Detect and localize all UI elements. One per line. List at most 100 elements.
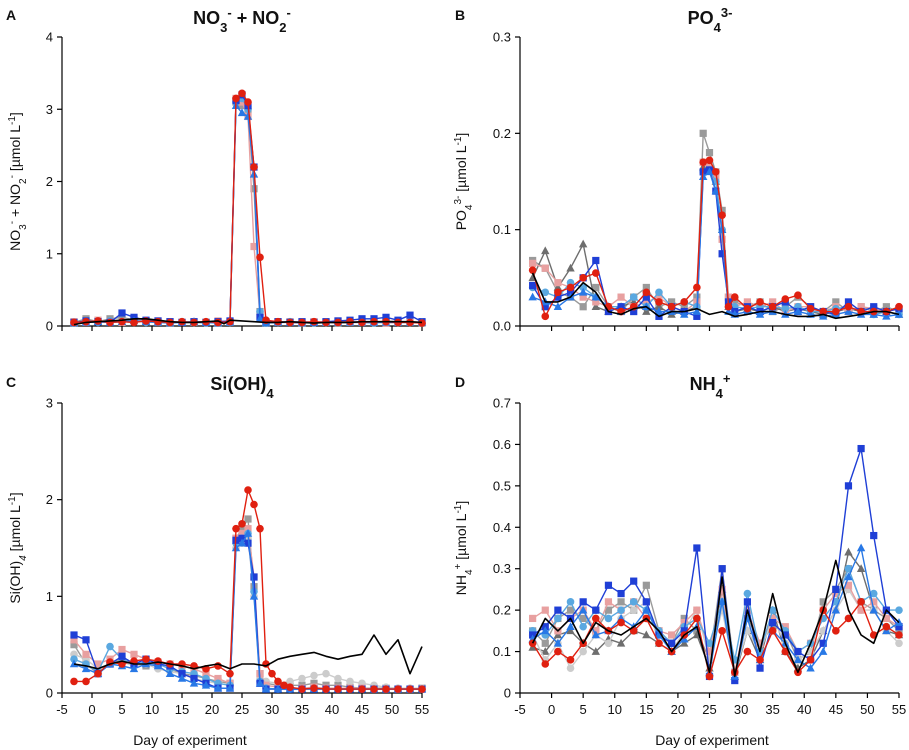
data-point-blue-1 [794, 647, 802, 656]
ylabel-part: -1 [453, 136, 464, 145]
data-point-grey-1 [70, 641, 78, 649]
data-point-red-1 [794, 291, 802, 299]
y-tick-label: 0.2 [493, 603, 511, 618]
data-point-blue-1 [832, 585, 840, 594]
ylabel-part: ] [453, 133, 469, 137]
title-part: 4 [714, 20, 722, 35]
series-line-reference [531, 559, 900, 678]
title-part: PO [688, 8, 714, 28]
data-point-blue-1 [592, 256, 600, 265]
data-point-grey-2 [591, 302, 600, 311]
data-point-blue-1 [870, 531, 878, 540]
data-point-red-1 [154, 317, 162, 326]
data-point-grey-2 [680, 638, 689, 647]
data-point-blue-1 [250, 573, 258, 581]
data-point-lightgrey-1 [629, 606, 638, 614]
data-point-blue-2 [578, 287, 588, 296]
data-point-red-1 [541, 660, 550, 668]
data-point-red-1 [418, 319, 426, 327]
data-point-blue-2 [255, 678, 265, 687]
series-blue-2 [69, 101, 427, 327]
panel-letter: B [455, 7, 465, 23]
ylabel-part: ] [7, 112, 23, 116]
data-point-blue-2 [129, 664, 139, 673]
y-axis-label: Si(OH)4 [µmol L-1] [7, 492, 29, 603]
data-point-red-1 [70, 677, 78, 686]
data-point-salmon-1 [604, 598, 613, 606]
ylabel-part: 4 [18, 555, 29, 561]
data-point-lightblue-1 [629, 293, 638, 301]
data-point-blue-2 [153, 661, 163, 670]
series-red-1 [70, 486, 426, 693]
ylabel-part: -1 [453, 504, 464, 513]
data-point-red-1 [617, 618, 625, 627]
data-point-lightblue-1 [554, 614, 562, 623]
data-point-blue-2 [680, 309, 689, 318]
ylabel-part: 4 [464, 569, 475, 575]
ylabel-part: [µmol L [7, 505, 23, 555]
data-point-red-1 [566, 283, 575, 292]
data-point-blue-1 [554, 293, 562, 301]
data-point-grey-1 [592, 283, 600, 292]
data-point-salmon-1 [769, 614, 777, 623]
series-line-blue-2 [73, 532, 422, 690]
ylabel-part: NO [7, 230, 23, 251]
data-point-lightgrey-1 [604, 639, 613, 648]
data-point-grey-1 [642, 283, 650, 292]
data-point-grey-2 [541, 647, 550, 655]
data-point-blue-2 [177, 674, 187, 682]
data-point-blue-1 [554, 606, 562, 614]
data-point-lightblue-1 [743, 589, 752, 598]
data-point-blue-1 [642, 293, 650, 301]
x-tick-label: 20 [205, 702, 219, 717]
x-tick-label: 15 [639, 702, 653, 717]
ylabel-part: [µmol L [453, 145, 469, 195]
data-point-grey-2 [642, 307, 651, 315]
ylabel-part: 4 [464, 204, 475, 210]
data-point-red-1 [118, 317, 126, 326]
data-point-red-1 [693, 283, 701, 292]
x-tick-label: 35 [295, 702, 309, 717]
panel-letter: C [6, 374, 16, 390]
data-point-red-1 [895, 302, 903, 311]
data-point-grey-1 [617, 598, 625, 606]
x-tick-label: 40 [325, 702, 339, 717]
title-part: + NO [232, 8, 280, 28]
y-tick-label: 3 [46, 396, 53, 411]
data-point-blue-2 [591, 292, 600, 301]
x-tick-label: 35 [765, 702, 779, 717]
y-tick-label: 2 [46, 174, 53, 189]
data-point-blue-2 [692, 307, 702, 315]
data-point-red-1 [705, 672, 714, 681]
data-point-blue-2 [578, 605, 588, 614]
data-point-red-1 [406, 685, 414, 693]
data-point-red-1 [232, 524, 240, 533]
title-part: + [723, 371, 731, 386]
y-axis-label: NO3- + NO2- [µmol L-1] [7, 112, 29, 251]
data-point-blue-2 [81, 664, 91, 673]
x-axis-label-left: Day of experiment [133, 732, 247, 748]
data-point-salmon-1 [743, 298, 751, 306]
series-line-reference [531, 272, 900, 320]
series-reference [73, 317, 423, 326]
ylabel-part: + NO [7, 184, 23, 221]
ylabel-part: -1 [7, 116, 18, 125]
data-point-red-1 [730, 293, 739, 301]
data-point-red-1 [346, 685, 354, 693]
data-point-lightblue-1 [541, 288, 550, 297]
data-point-blue-1 [693, 544, 701, 552]
title-part: - [286, 5, 290, 20]
data-point-red-1 [554, 647, 562, 656]
data-point-salmon-1 [554, 279, 562, 287]
data-point-red-1 [334, 685, 342, 693]
data-point-red-1 [832, 307, 840, 316]
data-point-red-1 [298, 685, 306, 693]
data-point-salmon-1 [655, 293, 663, 301]
ylabel-part: Si(OH) [7, 561, 23, 604]
x-tick-label: 0 [88, 702, 95, 717]
x-tick-label: -5 [56, 702, 68, 717]
data-point-blue-2 [642, 605, 651, 614]
data-point-grey-1 [579, 303, 587, 311]
ylabel-part: 3- [453, 196, 464, 205]
